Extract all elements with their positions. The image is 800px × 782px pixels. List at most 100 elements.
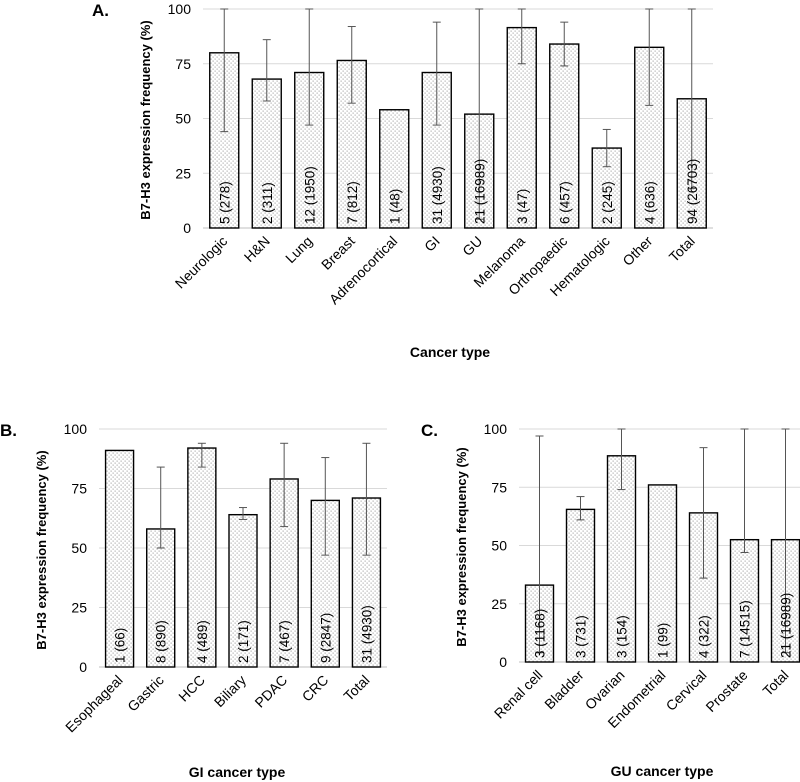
panel-b-error-bar (321, 457, 330, 556)
panel-a-error-bar (220, 8, 229, 133)
panel-b-y-tick-label: 25 (71, 600, 87, 616)
panel-c-y-tick-label: 50 (491, 538, 507, 554)
panel-a-letter: A. (92, 1, 109, 20)
panel-c-bar (647, 484, 678, 663)
panel-c-letter: C. (421, 421, 438, 440)
panel-a-y-tick-label: 25 (175, 165, 191, 181)
panel-a-bar-label: 94 (26703) (685, 159, 700, 224)
panel-b-bar (228, 513, 258, 668)
panel-b-y-axis-title: B7-H3 expression frequency (%) (34, 450, 49, 649)
panel-b-y-ticks: 0 25 50 75 100 (64, 421, 88, 675)
panel-c-category-labels: Renal cellBladderOvarianEndometrialCervi… (491, 667, 792, 731)
panel-c-bar-label: 3 (731) (574, 615, 589, 658)
panel-a-category-label: Other (619, 233, 655, 269)
panel-a-error-bar (262, 39, 271, 102)
panel-b-y-tick-label: 50 (71, 540, 87, 556)
panel-a-bar-label: 2 (311) (260, 182, 275, 224)
panel-b: B. 0 25 50 75 100 1 (66) 8 (890) 4 (489) 2 (171… (0, 421, 387, 780)
panel-a-category-label: Total (666, 233, 698, 265)
panel-b-category-label: Gastric (124, 672, 167, 715)
panel-b-category-label: Biliary (211, 672, 249, 710)
panel-a-error-bar (687, 8, 696, 190)
panel-a-error-bar (432, 21, 441, 126)
panel-b-y-tick-label: 0 (79, 659, 87, 675)
panel-a-y-ticks: 0 25 50 75 100 (168, 1, 192, 236)
panel-a-error-bar (602, 128, 611, 168)
panel-c-category-label: Total (759, 667, 791, 699)
panel-a-error-bar (645, 8, 654, 106)
panel-a-error-bar (305, 8, 314, 126)
panel-c-y-tick-label: 25 (491, 596, 507, 612)
panel-a-bar-label: 3 (47) (515, 189, 530, 224)
panel-c-error-bar (576, 496, 585, 521)
panel-b-bar-label: 8 (890) (154, 620, 169, 663)
panel-a-category-label: GI (421, 233, 443, 255)
panel-a-error-bar (347, 26, 356, 104)
panel-c-error-bar (740, 428, 749, 553)
panel-b-bar-label: 4 (489) (195, 620, 210, 663)
panel-c-error-bar (535, 435, 544, 654)
panel-b-letter: B. (0, 421, 17, 440)
panel-a-bar-label: 12 (1950) (302, 166, 317, 224)
panel-c-y-tick-label: 0 (499, 654, 507, 670)
panel-c-category-label: Renal cell (491, 667, 546, 722)
panel-b-error-bar (362, 442, 371, 556)
panel-a-bar-label: 4 (636) (642, 181, 657, 224)
panel-b-bar-label: 2 (171) (236, 620, 251, 663)
panel-c: C. 0 25 50 75 100 3 (1168) 3 (731) 3 (154) 1 (9… (421, 421, 800, 779)
panel-a-y-tick-label: 75 (175, 56, 191, 72)
panel-c-category-label: Cervical (663, 667, 710, 714)
panel-a-bar-label: 5 (278) (217, 181, 232, 224)
panel-c-error-bar (617, 428, 626, 491)
panel-b-category-label: Esophageal (62, 672, 126, 736)
panel-a-y-axis-title: B7-H3 expression frequency (%) (138, 20, 153, 219)
panel-a-category-label: Breast (318, 233, 358, 273)
panel-a-category-label: GU (459, 233, 485, 259)
panel-c-bar-label: 1 (99) (656, 623, 671, 658)
panel-c-bar-labels: 3 (1168) 3 (731) 3 (154) 1 (99) 4 (322) 7 (14… (533, 593, 794, 658)
panel-b-bar-label: 9 (2847) (318, 613, 333, 663)
panel-c-bar-label: 7 (14515) (738, 600, 753, 658)
panel-a-y-tick-label: 50 (175, 111, 191, 127)
panel-b-bar-labels: 1 (66) 8 (890) 4 (489) 2 (171) 7 (467) 9 (284… (113, 605, 375, 663)
panel-a-bar-label: 6 (457) (557, 181, 572, 224)
panel-b-error-bar (156, 466, 165, 549)
panel-a-bar (379, 109, 410, 229)
panel-b-category-label: Total (340, 672, 372, 704)
panel-c-bar-label: 3 (1168) (533, 609, 548, 658)
panel-b-error-bar (197, 442, 206, 468)
panel-a-y-tick-label: 0 (183, 220, 191, 236)
panel-a-bar-label: 7 (812) (345, 181, 360, 224)
panel-c-bar-label: 21 (16989) (779, 593, 794, 658)
panel-a-bar-label: 31 (4930) (430, 166, 445, 224)
panel-a-error-bar (517, 8, 526, 65)
panel-a-category-label: Neurologic (172, 233, 231, 292)
panel-a-x-axis-title: Cancer type (410, 344, 490, 360)
panel-b-y-tick-label: 75 (71, 481, 87, 497)
panel-c-bar-label: 4 (322) (697, 615, 712, 658)
panel-a-error-bars (220, 8, 696, 220)
panel-b-error-bars (156, 442, 371, 556)
panel-c-error-bars (535, 428, 790, 654)
panel-a-error-bar (560, 21, 569, 67)
panel-c-y-tick-label: 100 (484, 421, 508, 437)
panel-c-category-label: Bladder (541, 667, 587, 713)
panel-b-bar-label: 7 (467) (277, 620, 292, 663)
panel-b-category-label: CRC (299, 672, 332, 705)
panel-b-bar-label: 31 (4930) (359, 605, 374, 663)
panel-a-category-label: Lung (282, 233, 315, 266)
panel-a-bars (209, 26, 707, 229)
panel-a-error-bar (475, 8, 484, 220)
panel-c-bar-label: 3 (154) (615, 615, 630, 658)
panel-b-bar-label: 1 (66) (113, 628, 128, 663)
panel-c-y-axis-title: B7-H3 expression frequency (%) (454, 447, 469, 646)
panel-b-x-axis-title: GI cancer type (189, 764, 286, 780)
panel-a-bar-label: 21 (16989) (472, 159, 487, 224)
panel-a: A. 0 25 50 75 100 5 (278) 2 (311) 12 (1950) 7 (… (92, 1, 713, 360)
panel-c-category-label: Prostate (702, 667, 750, 715)
panel-c-x-axis-title: GU cancer type (611, 763, 714, 779)
panel-a-bar (251, 78, 282, 229)
